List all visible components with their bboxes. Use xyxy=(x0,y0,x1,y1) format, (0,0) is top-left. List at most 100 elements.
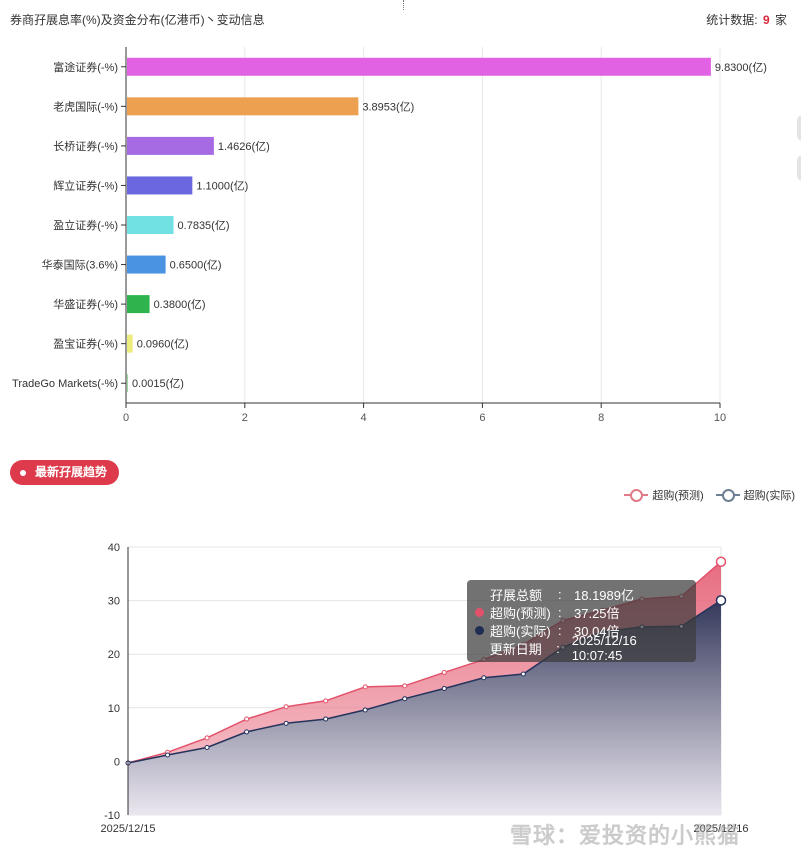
tooltip-marker-actual xyxy=(475,625,484,635)
watermark: 雪球：爱投资的小熊猫 xyxy=(510,823,741,848)
category-label: 盈立证券(-%) xyxy=(53,218,118,232)
legend-marker-predicted xyxy=(624,488,649,502)
bar xyxy=(127,374,128,393)
bar xyxy=(127,136,214,155)
bullet-icon xyxy=(20,469,26,476)
bar xyxy=(127,334,133,353)
tooltip-colon: : xyxy=(558,586,562,602)
y-tick-label: 10 xyxy=(108,703,120,715)
side-scroll-button-2[interactable] xyxy=(797,155,801,181)
stat-count: 统计数据: 9 家 xyxy=(706,11,787,28)
point-actual xyxy=(165,752,171,758)
broker-bar-chart: 0 2 4 6 8 10 富途证券(-%) 9.8300(亿) 老虎国际(-%) 3.8953(亿… xyxy=(12,47,767,424)
chart-legend: 超购(预测) 超购(实际) xyxy=(612,487,795,503)
tooltip-label: 超购(预测) xyxy=(490,605,551,621)
legend-label-predicted: 超购(预测) xyxy=(652,490,704,502)
data-label: 0.6500(亿) xyxy=(170,259,222,272)
tooltip-label: 超购(实际) xyxy=(490,623,551,639)
trend-button-label: 最新孖展趋势 xyxy=(35,465,108,479)
bar xyxy=(127,57,711,76)
legend-item-predicted[interactable]: 超购(预测) xyxy=(624,487,704,503)
point-predicted xyxy=(323,698,329,704)
x-tick-label: 2025/12/15 xyxy=(100,823,155,835)
side-scroll-button-1[interactable] xyxy=(797,115,801,141)
chart-tooltip: 孖展总额 : 18.1989亿 超购(预测) : 37.25倍 超购(实际) :… xyxy=(467,580,696,663)
x-tick-label: 10 xyxy=(714,412,726,424)
y-tick-label: 0 xyxy=(114,756,120,768)
tooltip-row-date: 更新日期 : 2025/12/16 10:07:45 xyxy=(475,633,688,663)
y-tick-label: -10 xyxy=(104,810,120,822)
x-tick-label: 6 xyxy=(479,412,485,424)
bar xyxy=(127,216,174,234)
divider-mark xyxy=(403,0,405,10)
category-label: 辉立证券(-%) xyxy=(53,178,118,192)
point-actual xyxy=(715,595,727,606)
point-actual xyxy=(204,744,210,750)
stat-suffix: 家 xyxy=(774,13,787,27)
tooltip-colon: : xyxy=(558,604,562,620)
data-label: 0.0015(亿) xyxy=(132,377,184,390)
category-label: 长桥证券(-%) xyxy=(53,139,118,153)
category-label: 老虎国际(-%) xyxy=(53,100,118,113)
point-predicted xyxy=(362,684,368,690)
category-label: 富途证券(-%) xyxy=(53,60,118,74)
point-predicted xyxy=(715,556,727,567)
point-actual xyxy=(323,716,329,722)
category-label: 华盛证券(-%) xyxy=(53,297,118,311)
tooltip-row-total: 孖展总额 : 18.1989亿 xyxy=(475,585,688,603)
x-tick-label: 2025/12/16 xyxy=(693,823,748,835)
tooltip-value: 30.04倍 xyxy=(574,623,620,639)
tooltip-label: 更新日期 xyxy=(489,641,542,657)
page-title: 券商孖展息率(%)及资金分布(亿港币)丶变动信息 xyxy=(10,13,265,27)
tooltip-row-predicted: 超购(预测) : 37.25倍 xyxy=(475,603,688,621)
data-label: 1.4626(亿) xyxy=(218,140,270,153)
point-predicted xyxy=(402,683,408,689)
point-predicted xyxy=(283,704,289,710)
point-actual xyxy=(520,671,526,677)
tooltip-label: 孖展总额 xyxy=(490,587,543,603)
data-label: 0.0960(亿) xyxy=(137,338,189,351)
point-actual xyxy=(441,686,447,692)
data-label: 0.3800(亿) xyxy=(154,298,206,311)
data-label: 3.8953(亿) xyxy=(362,100,414,113)
data-label: 1.1000(亿) xyxy=(196,179,248,192)
trend-button[interactable]: 最新孖展趋势 xyxy=(10,460,120,485)
tooltip-row-actual: 超购(实际) : 30.04倍 xyxy=(475,621,688,639)
category-label: 盈宝证券(-%) xyxy=(53,337,118,351)
stat-number: 9 xyxy=(762,13,770,27)
point-actual xyxy=(244,729,250,735)
point-actual xyxy=(283,720,289,726)
legend-label-actual: 超购(实际) xyxy=(743,490,795,502)
legend-marker-actual xyxy=(715,488,740,502)
data-label: 9.8300(亿) xyxy=(715,61,767,74)
tooltip-value: 37.25倍 xyxy=(574,605,620,621)
point-predicted xyxy=(204,735,210,741)
y-tick-label: 40 xyxy=(108,542,120,554)
point-predicted xyxy=(244,716,250,722)
y-tick-label: 20 xyxy=(108,649,120,661)
legend-item-actual[interactable]: 超购(实际) xyxy=(715,487,795,503)
tooltip-value: 18.1989亿 xyxy=(574,587,634,603)
x-tick-label: 8 xyxy=(598,412,604,424)
x-tick-label: 2 xyxy=(242,412,248,424)
y-tick-label: 30 xyxy=(108,596,120,608)
bar xyxy=(127,176,193,195)
tooltip-value: 2025/12/16 10:07:45 xyxy=(571,633,637,663)
x-tick-label: 4 xyxy=(361,412,367,424)
point-actual xyxy=(402,696,408,702)
tooltip-colon: : xyxy=(556,640,560,656)
bar xyxy=(127,295,150,314)
category-label: 华泰国际(3.6%) xyxy=(42,258,118,272)
x-tick-label: 0 xyxy=(123,412,129,424)
point-actual xyxy=(362,707,368,713)
point-predicted xyxy=(441,669,447,675)
tooltip-marker-predicted xyxy=(475,607,484,617)
stat-prefix: 统计数据: xyxy=(706,13,758,27)
category-label: TradeGo Markets(-%) xyxy=(12,378,118,390)
tooltip-colon: : xyxy=(558,622,562,638)
data-label: 0.7835(亿) xyxy=(178,219,230,232)
bar xyxy=(127,97,359,116)
bar xyxy=(127,255,166,274)
point-actual xyxy=(481,675,487,681)
